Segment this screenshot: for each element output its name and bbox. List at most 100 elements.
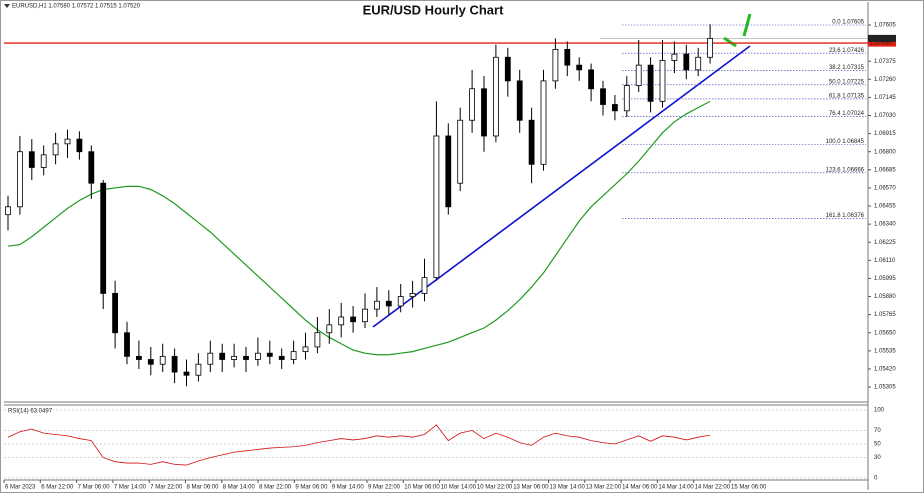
rsi-tick-label: 70 (874, 428, 881, 434)
y-tick-label: 1.06570 (874, 185, 896, 191)
candle-body (385, 300, 392, 307)
x-tick-label: 10 Mar 14:00 (441, 485, 477, 491)
y-tick-label: 1.07260 (874, 77, 896, 83)
candle-body (528, 119, 535, 165)
candle-body (409, 292, 416, 297)
candle-body (52, 143, 59, 156)
candle-body (492, 56, 499, 137)
fib-label: 38.2 1.07315 (829, 65, 865, 71)
candle-body (623, 85, 630, 112)
projection-arrow (723, 36, 737, 48)
fib-label: 0.0 1.07605 (832, 20, 864, 26)
trend-line (372, 45, 751, 328)
candle-body (254, 352, 261, 360)
candle-body (302, 346, 309, 353)
candle-body (159, 355, 166, 365)
projection-arrow (742, 13, 752, 37)
candle-body (516, 80, 523, 121)
candle-body (362, 308, 368, 323)
x-tick-label: 14 Mar 22:00 (695, 485, 731, 491)
x-tick-label: 9 Mar 06:00 (295, 485, 328, 491)
x-tick-label: 14 Mar 14:00 (658, 485, 694, 491)
candle-body (457, 119, 464, 184)
x-tick-label: 7 Mar 06:00 (78, 485, 111, 491)
candle-body (64, 138, 71, 145)
candle-body (659, 60, 666, 102)
fib-label: 100.0 1.06845 (826, 139, 865, 145)
candle-body (266, 352, 273, 357)
y-tick-label: 1.06800 (874, 149, 896, 155)
candle-body (564, 48, 571, 66)
candle-body (231, 355, 238, 360)
candle-body (612, 104, 618, 112)
fib-label: 76.4 1.07024 (829, 111, 865, 117)
candle-body (207, 352, 214, 365)
x-tick-label: 8 Mar 22:00 (259, 485, 292, 491)
x-tick-label: 10 Mar 22:00 (477, 485, 513, 491)
candle-body (481, 88, 487, 137)
fib-label: 161.8 1.06376 (826, 213, 865, 219)
y-tick-label: 1.07030 (874, 113, 896, 119)
y-tick-label: 1.05995 (874, 276, 896, 282)
moving-average (7, 100, 711, 356)
candle-body (100, 182, 107, 294)
candle-body (183, 371, 190, 376)
y-tick-label: 1.05880 (874, 294, 896, 300)
rsi-tick-label: 0 (874, 476, 878, 482)
candle-body (219, 352, 226, 360)
x-tick-label: 6 Mar 2023 (5, 485, 36, 491)
y-tick-label: 1.05535 (874, 348, 896, 354)
rsi-tick-label: 50 (874, 442, 881, 448)
price-tag-label: 1.07520 (870, 36, 892, 42)
y-tick-label: 1.06340 (874, 222, 896, 228)
y-tick-label: 1.06455 (874, 204, 896, 210)
y-tick-label: 1.06685 (874, 167, 896, 173)
x-tick-label: 8 Mar 06:00 (187, 485, 220, 491)
candle-body (421, 277, 428, 294)
x-tick-label: 8 Mar 14:00 (223, 485, 256, 491)
candle-body (433, 135, 440, 279)
symbol-header: EURUSD,H1 1.07580 1.07572 1.07515 1.0752… (12, 4, 141, 10)
x-tick-label: 10 Mar 06:00 (404, 485, 440, 491)
x-tick-label: 7 Mar 14:00 (114, 485, 147, 491)
rsi-tick-label: 30 (874, 455, 881, 461)
candle-body (243, 355, 249, 360)
y-tick-label: 1.05305 (874, 385, 896, 391)
price-tag-label: 1.07490 (870, 41, 892, 47)
rsi-line (7, 424, 711, 466)
y-tick-label: 1.05765 (874, 312, 896, 318)
x-tick-label: 15 Mar 06:00 (731, 485, 767, 491)
candle-body (28, 151, 35, 168)
candle-body (397, 296, 404, 307)
y-tick-label: 1.05420 (874, 367, 896, 373)
candle-body (314, 332, 321, 348)
y-tick-label: 1.05650 (874, 330, 896, 336)
fib-label: 61.8 1.07135 (829, 94, 865, 100)
x-tick-label: 13 Mar 06:00 (513, 485, 549, 491)
symbol-icon (4, 4, 10, 8)
x-tick-label: 13 Mar 22:00 (586, 485, 622, 491)
candle-body (600, 88, 606, 105)
y-tick-label: 1.06915 (874, 131, 896, 137)
candle-body (88, 151, 95, 184)
fib-label: 50.0 1.07225 (829, 79, 865, 85)
candle-body (552, 48, 559, 82)
x-tick-label: 14 Mar 06:00 (622, 485, 658, 491)
candle-body (635, 64, 642, 87)
rsi-label: RSI(14) 63.0497 (8, 409, 53, 415)
candle-body (124, 332, 130, 357)
candle-body (16, 151, 23, 208)
candle-body (540, 80, 547, 165)
candle-body (576, 64, 583, 71)
x-tick-label: 7 Mar 22:00 (150, 485, 183, 491)
candle-body (171, 355, 178, 373)
y-tick-label: 1.06110 (874, 258, 896, 264)
candle-body (338, 316, 345, 326)
candle-body (5, 206, 11, 216)
candle-body (695, 56, 702, 71)
candle-body (373, 300, 380, 310)
x-tick-label: 9 Mar 14:00 (332, 485, 365, 491)
candle-body (350, 316, 357, 323)
y-tick-label: 1.07605 (874, 23, 896, 29)
